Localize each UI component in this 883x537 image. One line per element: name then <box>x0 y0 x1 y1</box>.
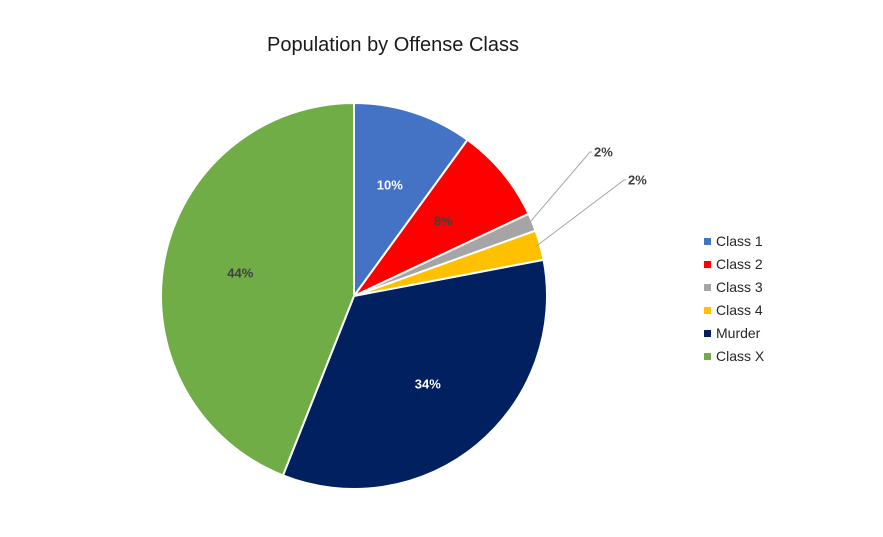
data-label-class-1: 10% <box>377 177 403 192</box>
legend-label: Class 2 <box>716 256 763 272</box>
chart-legend: Class 1 Class 2 Class 3 Class 4 Murder Class … <box>704 230 764 368</box>
legend-label: Class 3 <box>716 279 763 295</box>
data-label-class-3: 2% <box>594 144 613 159</box>
leader-line-class-4 <box>536 179 626 247</box>
data-label-murder: 34% <box>415 377 441 392</box>
pie-slice-class-2 <box>353 138 530 297</box>
legend-item-murder: Murder <box>704 322 764 345</box>
legend-item-class-1: Class 1 <box>704 230 764 253</box>
data-label-class-2: 8% <box>434 214 453 229</box>
data-label-class-x: 44% <box>227 266 253 281</box>
legend-swatch <box>704 353 711 360</box>
pie-slice-murder <box>281 258 548 490</box>
legend-item-class-3: Class 3 <box>704 276 764 299</box>
legend-swatch <box>704 284 711 291</box>
legend-item-class-2: Class 2 <box>704 253 764 276</box>
pie-slice-class-1 <box>353 101 469 300</box>
leader-line-class-3 <box>528 151 592 224</box>
chart-title: Population by Offense Class <box>266 34 519 56</box>
legend-label: Class 1 <box>716 233 763 249</box>
legend-swatch <box>704 307 711 314</box>
legend-label: Murder <box>716 325 761 341</box>
legend-swatch <box>704 238 711 245</box>
legend-label: Class X <box>716 348 765 364</box>
legend-item-class-x: Class X <box>704 345 764 368</box>
legend-item-class-4: Class 4 <box>704 299 764 322</box>
legend-swatch <box>704 261 711 268</box>
data-label-class-4: 2% <box>628 172 647 187</box>
pie-slice-class-x <box>160 101 355 477</box>
legend-swatch <box>704 330 711 337</box>
legend-label: Class 4 <box>716 302 763 318</box>
